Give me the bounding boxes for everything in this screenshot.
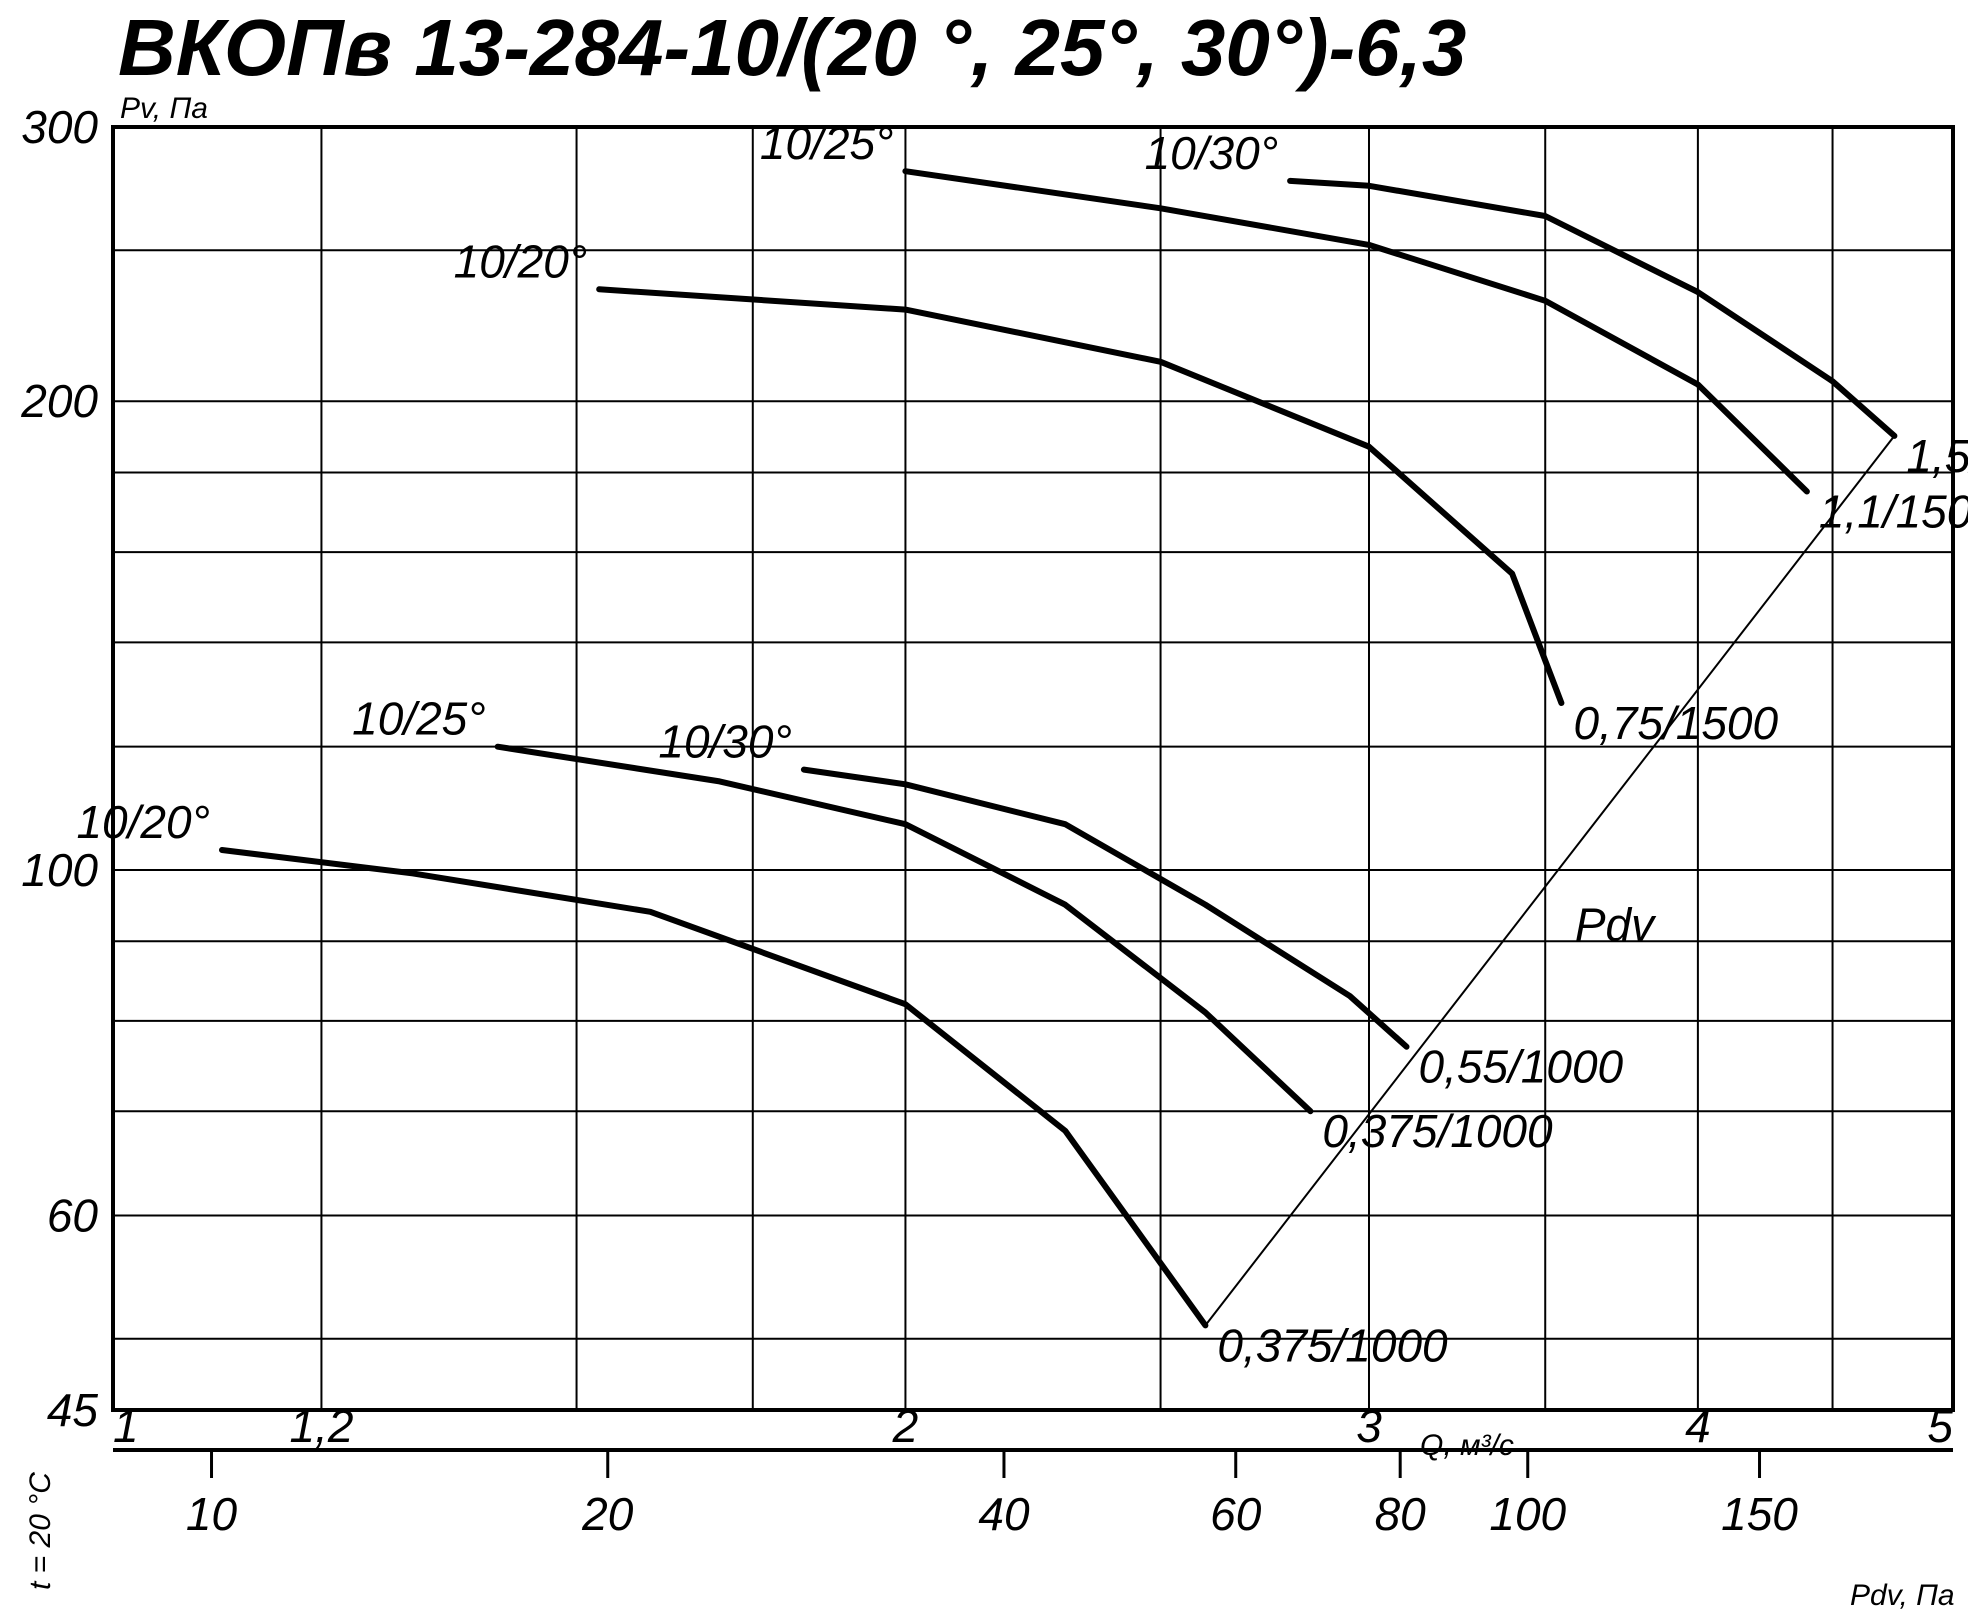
pdv-line-label: Pdv — [1575, 899, 1657, 951]
y-tick-label: 45 — [47, 1384, 99, 1436]
chart-title: ВКОПв 13-284-10/(20 °, 25°, 30°)-6,3 — [118, 3, 1466, 92]
pdv-tick-label: 40 — [978, 1488, 1030, 1540]
pdv-tick-label: 60 — [1210, 1488, 1262, 1540]
series-curve — [494, 743, 1314, 1115]
x-tick-label: 2 — [892, 1400, 919, 1452]
series-curve — [902, 168, 1810, 495]
x-tick-label: 5 — [1927, 1400, 1953, 1452]
y-axis-ticks: 300 200 100 60 45 — [20, 101, 98, 1436]
y-tick-label: 200 — [20, 375, 98, 427]
pdv-tick-label: 80 — [1375, 1488, 1427, 1540]
x-tick-label: 3 — [1356, 1400, 1382, 1452]
series-end-label: 0,375/1000 — [1217, 1319, 1448, 1371]
x-axis-label: Q, м³/с — [1420, 1429, 1514, 1462]
pdv-tick-label: 10 — [186, 1488, 238, 1540]
series-name-label: 10/25° — [760, 117, 894, 169]
x-tick-label: 4 — [1685, 1400, 1711, 1452]
y-tick-label: 60 — [47, 1189, 99, 1241]
x-axis-ticks: 1 1,2 2 3 4 5 — [113, 1400, 1953, 1452]
x-tick-label: 1,2 — [289, 1400, 353, 1452]
series-name-label: 10/20° — [454, 235, 588, 287]
series-curve — [800, 766, 1410, 1050]
y-axis-label: Pv, Па — [120, 92, 208, 125]
grid — [113, 127, 1953, 1410]
series-name-label: 10/20° — [76, 796, 210, 848]
series-name-label: 10/30° — [1145, 127, 1279, 179]
performance-curves: 10/20° 0,375/1000 10/25° 0,375/1000 10/30° 0,… — [76, 117, 1968, 1371]
series-end-label: 0,375/1000 — [1322, 1105, 1553, 1157]
y-tick-label: 100 — [21, 844, 98, 896]
series-end-label: 1,5/1500 — [1906, 430, 1968, 482]
series-curve — [219, 847, 1209, 1329]
y-tick-label: 300 — [21, 101, 98, 153]
pdv-line — [1204, 435, 1896, 1326]
plot-frame — [111, 125, 1955, 1412]
series-curve — [1287, 177, 1898, 439]
series-name-label: 10/30° — [658, 716, 792, 768]
series-end-label: 0,75/1500 — [1573, 697, 1778, 749]
series-end-label: 0,55/1000 — [1418, 1041, 1623, 1093]
pdv-tick-label: 20 — [581, 1488, 634, 1540]
series-name-label: 10/25° — [352, 693, 486, 745]
temperature-label: t = 20 °C — [24, 1472, 57, 1590]
series-end-label: 1,1/1500 — [1819, 486, 1968, 538]
pdv-axis-label: Pdv, Па — [1850, 1579, 1955, 1612]
pdv-tick-label: 100 — [1489, 1488, 1566, 1540]
pdv-tick-label: 150 — [1721, 1488, 1798, 1540]
x-tick-label: 1 — [113, 1400, 139, 1452]
pdv-axis-ticks: 10 20 40 60 80 100 150 — [186, 1450, 1798, 1540]
series-curve — [596, 286, 1565, 706]
